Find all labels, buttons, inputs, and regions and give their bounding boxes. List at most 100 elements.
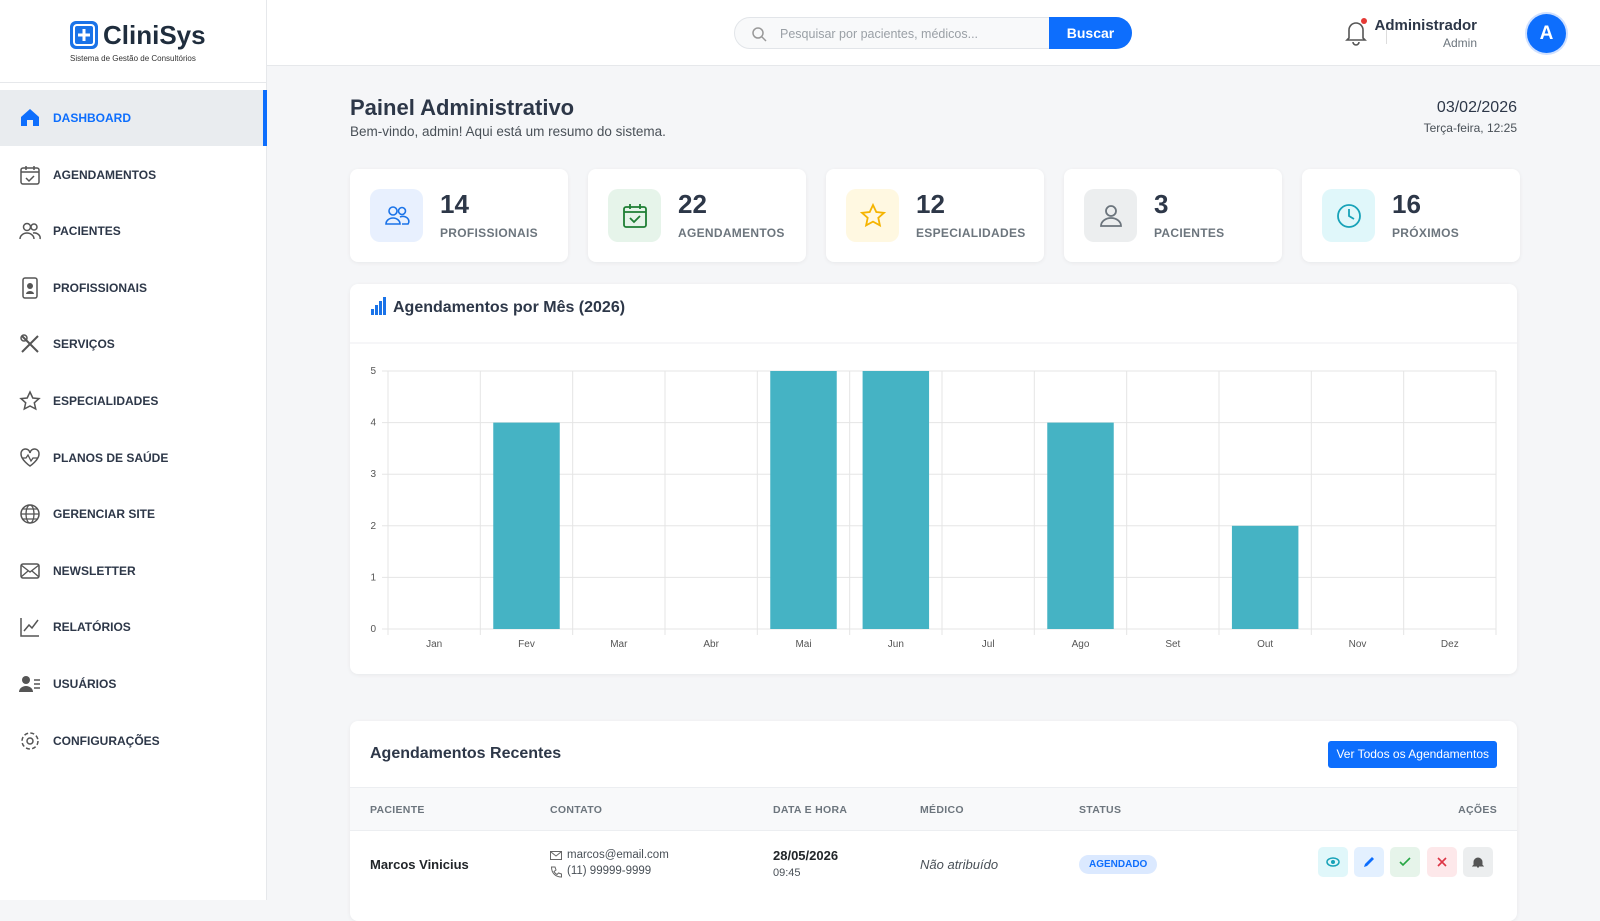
nav-icon [19, 222, 41, 240]
stat-icon [1084, 189, 1137, 242]
page-subtitle: Bem-vindo, admin! Aqui está um resumo do… [350, 124, 666, 139]
confirm-button[interactable] [1390, 847, 1420, 877]
cancel-button[interactable] [1427, 847, 1457, 877]
nav-item[interactable]: DASHBOARD [0, 90, 267, 146]
appointment-date: 28/05/2026 [773, 848, 839, 863]
nav-label: USUÁRIOS [53, 677, 117, 691]
nav-item[interactable]: PROFISSIONAIS [0, 260, 267, 316]
column-header: CONTATO [550, 804, 603, 816]
stat-value: 14 [440, 189, 469, 219]
x-tick-label: Abr [703, 639, 719, 650]
nav-icon [21, 731, 39, 750]
brand-name: CliniSys [103, 20, 206, 50]
sidebar: CliniSys Sistema de Gestão de Consultóri… [0, 0, 267, 900]
bar [1231, 525, 1299, 629]
nav-icon [22, 277, 38, 299]
stat-icon [1322, 189, 1375, 242]
bar [862, 371, 930, 629]
search-button[interactable]: Buscar [1049, 17, 1132, 49]
view-button[interactable] [1318, 847, 1348, 877]
divider [1386, 22, 1387, 44]
stat-label: PACIENTES [1154, 226, 1225, 240]
x-tick-label: Mar [610, 639, 628, 650]
stat-value: 12 [916, 189, 945, 219]
nav-item[interactable]: NEWSLETTER [0, 543, 267, 599]
y-tick-label: 0 [370, 624, 376, 635]
topbar: Pesquisar por pacientes, médicos... Busc… [267, 0, 1600, 66]
appointment-time: 09:45 [773, 867, 801, 879]
nav-item[interactable]: ESPECIALIDADES [0, 373, 267, 429]
stat-value: 22 [678, 189, 707, 219]
page: CliniSys {"brand":{"name":"CliniSys","ta… [0, 0, 1600, 900]
chart: Agendamentos por Mês (2026) 0 1 2 3 4 5 Jan Fev… [350, 297, 1517, 650]
nav-label: RELATÓRIOS [53, 620, 131, 635]
contact-email: marcos@email.com [567, 849, 669, 861]
y-tick-label: 5 [370, 366, 376, 377]
stat-card: 3 PACIENTES [1064, 169, 1282, 262]
nav-label: NEWSLETTER [53, 563, 136, 578]
x-tick-label: Mai [795, 639, 811, 650]
nav-item[interactable]: GERENCIAR SITE [0, 486, 267, 542]
chart-title: Agendamentos por Mês (2026) [393, 299, 625, 316]
nav-icon [20, 165, 40, 185]
status-badge: AGENDADO [1079, 855, 1158, 874]
logo-icon [70, 21, 98, 49]
page-title: Painel Administrativo [350, 95, 575, 120]
y-tick-label: 1 [370, 572, 376, 583]
x-tick-label: Nov [1349, 639, 1367, 650]
stat-icon [370, 189, 423, 242]
contact-phone: (11) 99999-9999 [567, 865, 652, 877]
notification-bell[interactable] [1343, 18, 1369, 46]
x-tick-label: Ago [1072, 639, 1090, 650]
bar [493, 422, 560, 629]
nav-label: PROFISSIONAIS [53, 280, 148, 295]
weekday-time: Terça-feira, 12:25 [1423, 121, 1517, 135]
user-avatar[interactable]: A [1527, 14, 1566, 53]
column-header: DATA E HORA [773, 804, 848, 816]
table-title: Agendamentos Recentes [370, 745, 562, 762]
nav-label: DASHBOARD [53, 111, 131, 125]
nav-icon [20, 504, 40, 524]
x-tick-label: Dez [1441, 639, 1459, 650]
icon [622, 203, 647, 228]
notify-button[interactable] [1463, 847, 1493, 877]
nav-item[interactable]: SERVIÇOS [0, 316, 267, 372]
body: CliniSys Sistema de Gestão de Consultóri… [0, 0, 1600, 900]
x-tick-label: Jan [426, 639, 442, 650]
nav-item[interactable]: USUÁRIOS [0, 656, 267, 712]
stat-card: 12 ESPECIALIDADES [826, 169, 1044, 262]
nav-icon [20, 563, 40, 579]
patient-name: Marcos Vinicius [370, 857, 469, 872]
stat-label: ESPECIALIDADES [916, 226, 1026, 240]
stat-card: 22 AGENDAMENTOS [588, 169, 806, 262]
chart-card: Agendamentos por Mês (2026) 0 1 2 3 4 5 Jan Fev… [350, 284, 1517, 674]
nav-item[interactable]: RELATÓRIOS [0, 599, 267, 655]
user-name: Administrador [1374, 17, 1477, 34]
user-role: Admin [1442, 36, 1477, 50]
stat-label: AGENDAMENTOS [678, 226, 785, 240]
phone-icon [550, 866, 562, 878]
stat-icon [608, 189, 661, 242]
nav-icon [19, 676, 40, 692]
nav-icon [19, 390, 41, 411]
x-tick-label: Out [1257, 639, 1273, 650]
nav-item[interactable]: AGENDAMENTOS [0, 147, 267, 203]
table-card: Agendamentos Recentes Ver Todos os Agend… [350, 721, 1517, 921]
icon [859, 202, 886, 227]
nav-item[interactable]: PLANOS DE SAÚDE [0, 430, 267, 486]
column-header: MÉDICO [920, 804, 964, 816]
nav-item[interactable]: PACIENTES [0, 203, 267, 259]
stat-icon [846, 189, 899, 242]
edit-button[interactable] [1354, 847, 1384, 877]
nav-item[interactable]: CONFIGURAÇÕES [0, 713, 267, 769]
date: 03/02/2026 [1436, 99, 1517, 116]
bar [1047, 422, 1114, 629]
nav-label: GERENCIAR SITE [53, 507, 156, 522]
x-tick-label: Fev [518, 639, 535, 650]
table-header [350, 787, 1517, 831]
stat-card: 14 PROFISSIONAIS [350, 169, 568, 262]
view-all-button[interactable]: Ver Todos os Agendamentos [1328, 741, 1497, 768]
nav-label: PLANOS DE SAÚDE [53, 450, 169, 465]
stat-value: 3 [1154, 189, 1169, 219]
x-tick-label: Jul [982, 639, 995, 650]
